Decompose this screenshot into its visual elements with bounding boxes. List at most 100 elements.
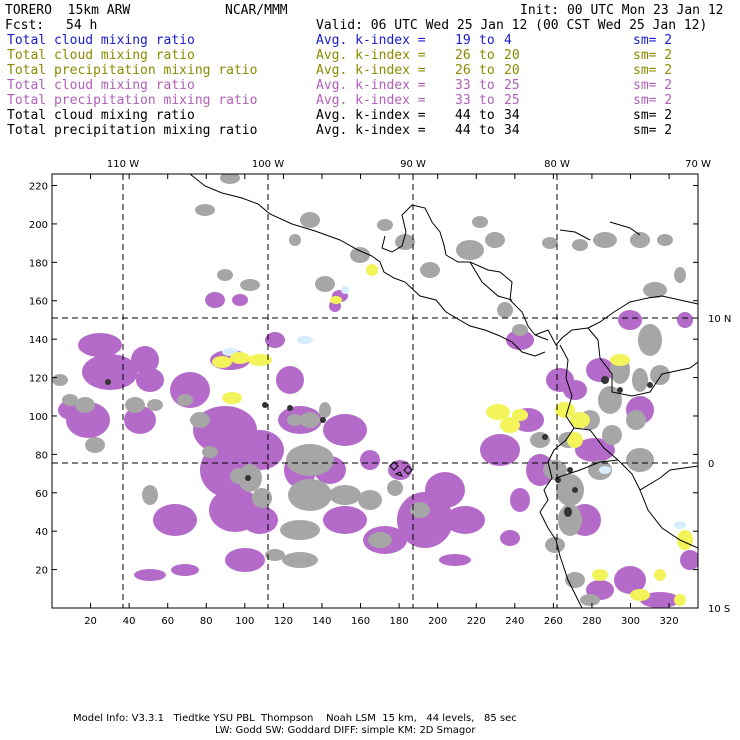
legend-stat: Avg. k-index = — [316, 93, 426, 108]
purple-cloud — [153, 504, 197, 536]
gray-cloud — [420, 262, 440, 278]
gray-cloud — [195, 204, 215, 216]
purple-cloud — [171, 564, 199, 576]
y-tick-label: 120 — [29, 374, 48, 385]
legend-smoothing: sm= 2 — [633, 63, 673, 78]
nicaragua-border — [469, 261, 513, 301]
purple-cloud — [500, 530, 520, 546]
dark-cloud — [617, 387, 623, 393]
gulf-coast — [381, 204, 447, 256]
x-tick-label: 20 — [84, 616, 97, 627]
physics-info: LW: Godd SW: Goddard DIFF: simple KM: 2D… — [215, 725, 476, 736]
yellow-cloud — [654, 569, 666, 581]
purple-cloud — [124, 406, 156, 434]
gray-cloud — [147, 399, 163, 411]
gray-cloud — [319, 402, 331, 418]
gray-cloud — [252, 488, 272, 508]
gray-cloud — [52, 374, 68, 386]
legend-to-word: to — [479, 78, 495, 93]
dark-cloud — [105, 379, 111, 385]
gray-cloud — [638, 324, 662, 356]
gray-cloud — [456, 240, 484, 260]
gray-cloud — [286, 444, 334, 476]
x-tick-label: 80 — [200, 616, 213, 627]
purple-cloud — [82, 354, 138, 390]
x-tick-label: 120 — [274, 616, 293, 627]
gray-cloud — [282, 552, 318, 568]
mexico-coast — [189, 174, 546, 357]
legend-from: 33 — [455, 78, 471, 93]
x-tick-label: 240 — [505, 616, 524, 627]
yellow-cloud — [677, 530, 693, 550]
yellow-cloud — [248, 354, 272, 366]
lat-lon-grid — [52, 174, 698, 608]
gray-cloud — [190, 412, 210, 428]
legend-field: Total cloud mixing ratio — [7, 78, 195, 93]
purple-cloud — [618, 310, 642, 330]
dark-cloud — [572, 487, 578, 493]
y-tick-label: 40 — [35, 527, 48, 538]
legend-smoothing: sm= 2 — [633, 108, 673, 123]
purple-cloud — [323, 414, 367, 446]
legend-from: 26 — [455, 63, 471, 78]
latitude-label: 10 S — [708, 604, 730, 615]
gray-cloud — [650, 365, 670, 385]
purple-cloud — [78, 333, 122, 357]
yellow-cloud — [592, 569, 608, 581]
legend-to-word: to — [479, 48, 495, 63]
gray-cloud — [202, 446, 218, 458]
panama — [534, 327, 589, 346]
purple-cloud — [439, 554, 471, 566]
legend-from: 44 — [455, 108, 471, 123]
gray-cloud — [395, 234, 415, 250]
brazil-border — [639, 489, 698, 549]
y-tick-label: 140 — [29, 335, 48, 346]
forecast-hour: 54 h — [66, 18, 98, 33]
legend-to-word: to — [479, 33, 495, 48]
pacific-coast-south — [539, 344, 583, 608]
x-tick-label: 180 — [390, 616, 409, 627]
gray-cloud — [220, 174, 240, 184]
gray-cloud — [125, 397, 145, 413]
legend-to: 20 — [504, 63, 520, 78]
purple-cloud — [575, 438, 615, 462]
legend-to: 25 — [504, 93, 520, 108]
longitude-label: 90 W — [400, 159, 426, 170]
dark-cloud — [564, 507, 572, 517]
organization: NCAR/MMM — [225, 3, 288, 18]
yellow-cloud — [555, 402, 575, 418]
legend-field: Total precipitation mixing ratio — [7, 63, 258, 78]
gray-cloud — [530, 432, 550, 448]
y-tick-label: 80 — [35, 450, 48, 461]
yellow-cloud — [330, 296, 342, 304]
gray-cloud — [177, 394, 193, 406]
valid-time: Valid: 06 UTC Wed 25 Jan 12 (00 CST Wed … — [316, 18, 708, 33]
legend-stat: Avg. k-index = — [316, 33, 426, 48]
legend-field: Total cloud mixing ratio — [7, 108, 195, 123]
gray-cloud — [593, 232, 617, 248]
model-title: TORERO 15km ARW — [5, 3, 131, 18]
y-tick-label: 60 — [35, 489, 48, 500]
y-tick-label: 100 — [29, 412, 48, 423]
gray-cloud — [545, 537, 565, 553]
yellow-cloud — [570, 412, 590, 428]
yellow-cloud-layer — [212, 264, 693, 606]
y-tick-label: 20 — [35, 566, 48, 577]
legend-stat: Avg. k-index = — [316, 63, 426, 78]
axis-ticks: 20 40 60 80 100 120 140 160 180 200 220 20 40 60 80 100… — [29, 159, 731, 627]
purple-cloud — [526, 454, 554, 486]
peru-border — [555, 459, 619, 479]
legend-to: 34 — [504, 108, 520, 123]
gray-cloud — [387, 480, 403, 496]
gray-cloud — [632, 368, 648, 392]
purple-cloud — [388, 460, 412, 480]
forecast-label: Fcst: — [5, 18, 45, 33]
legend-stat: Avg. k-index = — [316, 123, 426, 138]
purple-cloud — [323, 506, 367, 534]
gray-cloud — [626, 410, 646, 430]
longitude-label: 100 W — [252, 159, 284, 170]
gray-cloud — [315, 276, 335, 292]
gray-cloud — [350, 247, 370, 263]
x-tick-label: 60 — [161, 616, 174, 627]
yellow-cloud — [366, 264, 378, 276]
